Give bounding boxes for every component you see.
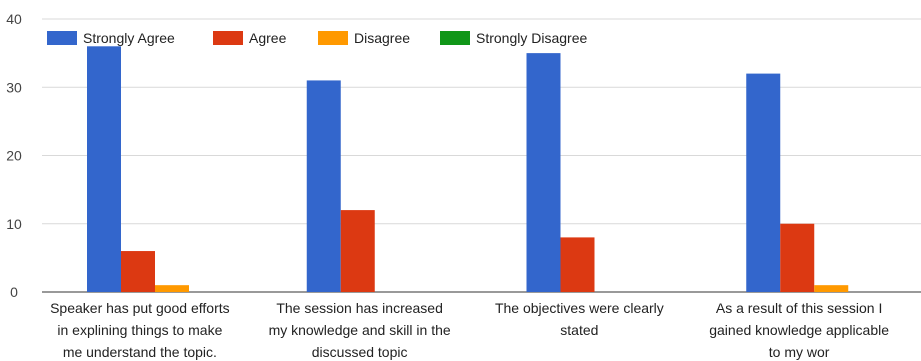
legend: Strongly Agree Agree Disagree Strongly Disa… [47,30,587,46]
y-axis-tick-labels: 0 10 20 30 40 [6,11,22,300]
legend-label: Strongly Disagree [476,30,587,46]
legend-swatch-disagree [318,31,348,45]
y-tick-label: 10 [6,216,22,232]
category-label: stated [560,322,598,338]
category-label: my knowledge and skill in the [269,322,451,338]
legend-swatch-agree [213,31,243,45]
bar-agree-4 [780,223,815,292]
bar-strongly-agree-1 [87,46,121,292]
bar-agree-3 [560,237,595,292]
bar-agree-1 [121,251,155,292]
bar-strongly-agree-4 [746,73,781,292]
x-axis-category-labels: Speaker has put good efforts in explining… [50,300,889,360]
legend-swatch-strongly-disagree [440,31,470,45]
bar-disagree-4 [814,285,849,292]
category-label: discussed topic [312,344,408,360]
category-label: As a result of this session I [716,300,883,316]
y-tick-label: 0 [10,284,18,300]
y-tick-label: 30 [6,79,22,95]
bar-strongly-agree-2 [306,80,341,292]
category-label: in explining things to make [57,322,222,338]
category-label: The objectives were clearly [495,300,664,316]
category-label: to my wor [769,344,830,360]
bar-strongly-agree-3 [526,53,561,292]
legend-label: Agree [249,30,287,46]
category-label: gained knowledge applicable [709,322,889,338]
legend-swatch-strongly-agree [47,31,77,45]
bars [87,46,849,292]
category-label: Speaker has put good efforts [50,300,230,316]
bar-agree-2 [340,210,375,292]
category-label: The session has increased [276,300,443,316]
y-tick-label: 40 [6,11,22,27]
bar-disagree-1 [155,285,189,292]
legend-label: Disagree [354,30,410,46]
category-label: me understand the topic. [63,344,217,360]
legend-label: Strongly Agree [83,30,175,46]
y-tick-label: 20 [6,148,22,164]
